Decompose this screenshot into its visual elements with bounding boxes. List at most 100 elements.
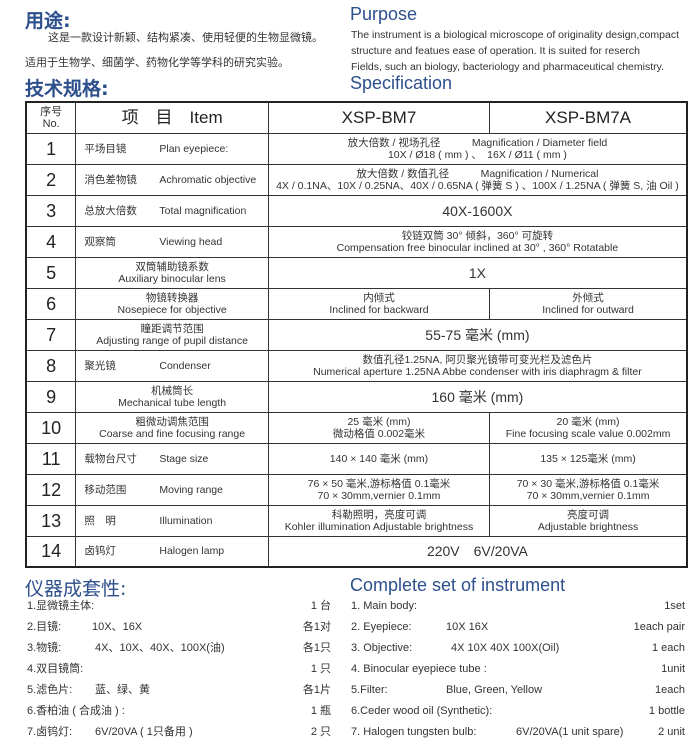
- item-label: 5.Filter:: [351, 684, 388, 696]
- list-item: 1. Main body: 1set: [351, 596, 685, 617]
- header-item: 项 目 Item: [75, 101, 269, 134]
- row-item: 聚光镜 Condenser: [75, 349, 269, 382]
- row-item: 瞳距调节范围 Adjusting range of pupil distance: [75, 318, 269, 351]
- row-number: 2: [25, 163, 77, 196]
- value-line: 1X: [468, 264, 486, 281]
- item-cn: 移动范围: [84, 483, 127, 496]
- list-item: 6.香柏油 ( 合成油 ) : 1 瓶: [27, 701, 331, 722]
- row-number: 7: [25, 318, 77, 351]
- value-line: Numerical aperture 1.25NA Abbe condenser…: [313, 365, 642, 378]
- list-item: 3.物镜: 4X、10X、40X、100X(油) 各1只: [27, 638, 331, 659]
- row-item: 消色差物镜 Achromatic objective: [75, 163, 269, 196]
- item-spec: 10X 16X: [446, 621, 489, 633]
- item-cn: 瞳距调节范围: [140, 322, 204, 335]
- item-label: 4.双目镜筒:: [27, 663, 84, 675]
- value-line: 外倾式: [572, 291, 604, 304]
- row-item: 粗微动调焦范围 Coarse and fine focusing range: [75, 411, 269, 444]
- item-label: 3. Objective:: [351, 642, 413, 654]
- value-line: 40X-1600X: [442, 202, 513, 219]
- value-line: Inclined for backward: [329, 303, 429, 316]
- purpose-text-cn-2: 适用于生物学、细菌学、药物化学等学科的研究实验。: [25, 57, 289, 69]
- item-label: 4. Binocular eyepiece tube :: [351, 663, 487, 675]
- table-row: 10 粗微动调焦范围 Coarse and fine focusing range 2…: [25, 411, 688, 444]
- item-label: 7. Halogen tungsten bulb:: [351, 726, 477, 738]
- header-model-1: XSP-BM7: [267, 101, 491, 134]
- list-item: 4. Binocular eyepiece tube : 1unit: [351, 659, 685, 680]
- set-title-en: Complete set of instrument: [350, 575, 566, 595]
- list-item: 2. Eyepiece: 10X 16X 1each pair: [351, 617, 685, 638]
- table-row: 2 消色差物镜 Achromatic objective 放大倍数 / 数值孔径 Ma…: [25, 163, 688, 196]
- row-item: 照 明 Illumination: [75, 504, 269, 537]
- item-en: Coarse and fine focusing range: [99, 427, 246, 440]
- item-label: 6.香柏油 ( 合成油 ) :: [27, 705, 125, 717]
- item-label: 2. Eyepiece:: [351, 621, 412, 633]
- purpose-line: structure and featues ease of operation.…: [351, 45, 640, 57]
- item-qty: 各1片: [302, 684, 331, 696]
- row-item: 卤钨灯 Halogen lamp: [75, 535, 269, 568]
- list-item: 5.滤色片: 蓝、绿、黄 各1片: [27, 680, 331, 701]
- item-cn: 照 明: [84, 514, 116, 527]
- row-number: 4: [25, 225, 77, 258]
- table-row: 1 平场目镜 Plan eyepiece: 放大倍数 / 视场孔径 Magnifica…: [25, 132, 688, 165]
- value-line: 放大倍数 / 视场孔径 Magnification / Diameter fie…: [347, 136, 608, 149]
- set-title-cn: 仪器成套性:: [25, 578, 127, 600]
- header-model-2: XSP-BM7A: [489, 101, 688, 134]
- item-spec: 4X、10X、40X、100X(油): [95, 642, 225, 654]
- purpose-title-cn: 用途:: [25, 10, 71, 32]
- item-qty: 1 只: [310, 663, 331, 675]
- value-cell-model-2: 135 × 125毫米 (mm): [489, 442, 688, 475]
- item-en: Plan eyepiece:: [159, 142, 229, 155]
- item-spec: Blue, Green, Yellow: [446, 684, 543, 696]
- item-label: 5.滤色片:: [27, 684, 73, 696]
- item-en: Condenser: [159, 359, 211, 372]
- value-line: Compensation free binocular inclined at …: [336, 241, 619, 254]
- value-cell: 数值孔径1.25NA, 阿贝聚光镜带可变光栏及滤色片 Numerical aper…: [267, 349, 688, 382]
- row-number: 14: [25, 535, 77, 568]
- value-cell-model-1: 科勒照明，亮度可调 Kohler illumination Adjustable …: [267, 504, 491, 537]
- row-number: 11: [25, 442, 77, 475]
- row-number: 5: [25, 256, 77, 289]
- value-line: 25 毫米 (mm): [347, 415, 411, 428]
- value-cell: 40X-1600X: [267, 194, 688, 227]
- item-cn: 总放大倍数: [84, 204, 137, 217]
- table-row: 12 移动范围 Moving range 76 × 50 毫米,游标格值 0.1毫米 7…: [25, 473, 688, 506]
- item-qty: 1each: [655, 684, 685, 696]
- item-cn: 卤钨灯: [84, 545, 116, 558]
- row-item: 载物台尺寸 Stage size: [75, 442, 269, 475]
- value-line: 数值孔径1.25NA, 阿贝聚光镜带可变光栏及滤色片: [362, 353, 593, 366]
- value-cell: 铰链双筒 30° 倾斜，360° 可旋转 Compensation free bi…: [267, 225, 688, 258]
- table-row: 11 载物台尺寸 Stage size 140 × 140 毫米 (mm) 135 × …: [25, 442, 688, 475]
- item-label: 3.物镜:: [27, 642, 62, 654]
- row-number: 12: [25, 473, 77, 506]
- header-no-en: No.: [42, 117, 60, 130]
- item-cn: 机械筒长: [151, 384, 194, 397]
- item-en: Total magnification: [159, 204, 247, 217]
- value-line: 4X / 0.1NA、10X / 0.25NA、40X / 0.65NA ( 弹…: [276, 179, 679, 192]
- row-number: 9: [25, 380, 77, 413]
- item-spec: 4X 10X 40X 100X(Oil): [451, 642, 560, 654]
- row-item: 平场目镜 Plan eyepiece:: [75, 132, 269, 165]
- value-line: Fine focusing scale value 0.002mm: [505, 427, 671, 440]
- item-label: 2.目镜:: [27, 621, 62, 633]
- table-row: 4 观察筒 Viewing head 铰链双筒 30° 倾斜，360° 可旋转 Comp…: [25, 225, 688, 258]
- value-line: 科勒照明，亮度可调: [331, 508, 427, 521]
- item-qty: 各1只: [302, 642, 331, 654]
- row-number: 6: [25, 287, 77, 320]
- item-en: Mechanical tube length: [118, 396, 227, 409]
- row-item: 物镜转换器 Nosepiece for objective: [75, 287, 269, 320]
- item-qty: 1 each: [651, 642, 685, 654]
- value-cell: 55-75 毫米 (mm): [267, 318, 688, 351]
- item-qty: 1 瓶: [310, 705, 331, 717]
- item-en: Halogen lamp: [159, 545, 225, 558]
- item-qty: 1 bottle: [648, 705, 685, 717]
- value-line: 140 × 140 毫米 (mm): [329, 452, 429, 465]
- value-cell: 放大倍数 / 数值孔径 Magnification / Numerical 4X …: [267, 163, 688, 196]
- value-cell-model-2: 外倾式 Inclined for outward: [489, 287, 688, 320]
- table-row: 8 聚光镜 Condenser 数值孔径1.25NA, 阿贝聚光镜带可变光栏及滤色片 N…: [25, 349, 688, 382]
- header-no-cn: 序号: [40, 105, 63, 118]
- item-en: Moving range: [159, 483, 223, 496]
- item-label: 6.Ceder wood oil (Synthetic):: [351, 705, 493, 717]
- value-line: 铰链双筒 30° 倾斜，360° 可旋转: [401, 229, 554, 242]
- item-en: Viewing head: [159, 235, 223, 248]
